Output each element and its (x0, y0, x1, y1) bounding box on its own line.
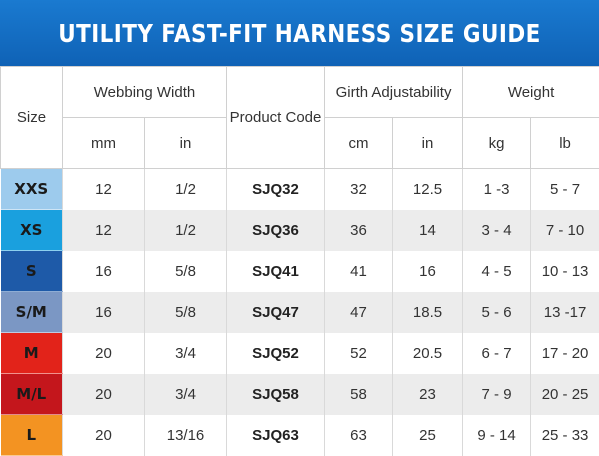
girth-cm-cell: 32 (325, 169, 393, 210)
header-mm: mm (63, 118, 145, 169)
webbing-in-cell: 1/2 (145, 210, 227, 251)
weight-lb-cell: 5 - 7 (531, 169, 599, 210)
webbing-in-cell: 5/8 (145, 251, 227, 292)
girth-cm-cell: 52 (325, 333, 393, 374)
size-table: Size Webbing Width Product Code Girth Ad… (0, 66, 599, 456)
girth-in-cell: 23 (393, 374, 463, 415)
size-cell: XXS (1, 169, 63, 210)
girth-in-cell: 20.5 (393, 333, 463, 374)
table-row: XXS 12 1/2 SJQ32 32 12.5 1 -3 5 - 7 (1, 169, 599, 210)
webbing-mm-cell: 20 (63, 374, 145, 415)
webbing-in-cell: 5/8 (145, 292, 227, 333)
webbing-in-cell: 3/4 (145, 374, 227, 415)
webbing-mm-cell: 20 (63, 415, 145, 456)
girth-in-cell: 16 (393, 251, 463, 292)
size-cell: M (1, 333, 63, 374)
table-row: S 16 5/8 SJQ41 41 16 4 - 5 10 - 13 (1, 251, 599, 292)
weight-kg-cell: 4 - 5 (463, 251, 531, 292)
product-code-cell: SJQ52 (227, 333, 325, 374)
girth-cm-cell: 36 (325, 210, 393, 251)
webbing-mm-cell: 12 (63, 210, 145, 251)
title-bar: UTILITY FAST-FIT HARNESS SIZE GUIDE (0, 0, 599, 66)
table-row: XS 12 1/2 SJQ36 36 14 3 - 4 7 - 10 (1, 210, 599, 251)
weight-lb-cell: 13 -17 (531, 292, 599, 333)
girth-in-cell: 14 (393, 210, 463, 251)
webbing-mm-cell: 12 (63, 169, 145, 210)
weight-lb-cell: 7 - 10 (531, 210, 599, 251)
weight-lb-cell: 10 - 13 (531, 251, 599, 292)
webbing-in-cell: 1/2 (145, 169, 227, 210)
table-row: M 20 3/4 SJQ52 52 20.5 6 - 7 17 - 20 (1, 333, 599, 374)
page-title: UTILITY FAST-FIT HARNESS SIZE GUIDE (58, 19, 540, 48)
header-lb: lb (531, 118, 599, 169)
weight-kg-cell: 1 -3 (463, 169, 531, 210)
table-row: L 20 13/16 SJQ63 63 25 9 - 14 25 - 33 (1, 415, 599, 456)
size-guide: UTILITY FAST-FIT HARNESS SIZE GUIDE Size… (0, 0, 599, 442)
girth-cm-cell: 41 (325, 251, 393, 292)
weight-lb-cell: 17 - 20 (531, 333, 599, 374)
girth-in-cell: 18.5 (393, 292, 463, 333)
header-webbing-width: Webbing Width (63, 67, 227, 118)
size-cell: XS (1, 210, 63, 251)
weight-kg-cell: 5 - 6 (463, 292, 531, 333)
size-cell: S (1, 251, 63, 292)
webbing-in-cell: 13/16 (145, 415, 227, 456)
girth-in-cell: 12.5 (393, 169, 463, 210)
header-girth-adjustability: Girth Adjustability (325, 67, 463, 118)
webbing-mm-cell: 16 (63, 251, 145, 292)
header-in: in (145, 118, 227, 169)
weight-kg-cell: 7 - 9 (463, 374, 531, 415)
girth-cm-cell: 47 (325, 292, 393, 333)
header-product-code: Product Code (227, 67, 325, 169)
header-kg: kg (463, 118, 531, 169)
weight-lb-cell: 20 - 25 (531, 374, 599, 415)
size-cell: S/M (1, 292, 63, 333)
webbing-mm-cell: 20 (63, 333, 145, 374)
weight-kg-cell: 6 - 7 (463, 333, 531, 374)
size-cell: M/L (1, 374, 63, 415)
weight-kg-cell: 3 - 4 (463, 210, 531, 251)
weight-lb-cell: 25 - 33 (531, 415, 599, 456)
product-code-cell: SJQ41 (227, 251, 325, 292)
girth-cm-cell: 58 (325, 374, 393, 415)
header-cm: cm (325, 118, 393, 169)
product-code-cell: SJQ47 (227, 292, 325, 333)
table-row: S/M 16 5/8 SJQ47 47 18.5 5 - 6 13 -17 (1, 292, 599, 333)
header-size: Size (1, 67, 63, 169)
product-code-cell: SJQ32 (227, 169, 325, 210)
girth-in-cell: 25 (393, 415, 463, 456)
webbing-mm-cell: 16 (63, 292, 145, 333)
girth-cm-cell: 63 (325, 415, 393, 456)
weight-kg-cell: 9 - 14 (463, 415, 531, 456)
product-code-cell: SJQ36 (227, 210, 325, 251)
table-row: M/L 20 3/4 SJQ58 58 23 7 - 9 20 - 25 (1, 374, 599, 415)
product-code-cell: SJQ58 (227, 374, 325, 415)
header-girth-in: in (393, 118, 463, 169)
webbing-in-cell: 3/4 (145, 333, 227, 374)
product-code-cell: SJQ63 (227, 415, 325, 456)
header-weight: Weight (463, 67, 599, 118)
size-cell: L (1, 415, 63, 456)
